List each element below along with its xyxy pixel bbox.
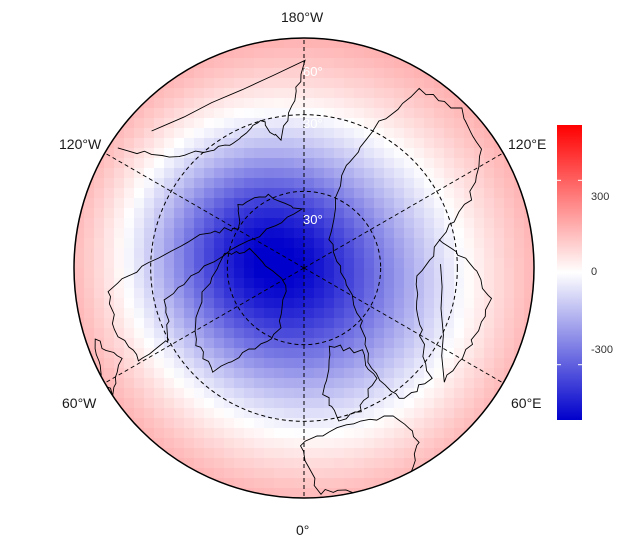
- lat-label-outer: 60°: [303, 64, 323, 79]
- lon-label-120e: 120°E: [508, 136, 547, 152]
- lon-label-180w: 180°W: [281, 9, 324, 25]
- lon-label-60w: 60°W: [62, 395, 97, 411]
- lon-label-120w: 120°W: [59, 136, 102, 152]
- coastlines: [94, 59, 493, 496]
- colorbar-label-neg300: -300: [591, 344, 614, 356]
- graticule: [74, 38, 534, 498]
- map-border: [73, 37, 535, 499]
- lon-label-60e: 60°E: [511, 395, 542, 411]
- lat-label-middle: 30°: [303, 116, 323, 131]
- lat-label-inner: 30°: [303, 212, 323, 227]
- colorbar-label-0: 0: [591, 266, 598, 278]
- colorbar: [557, 125, 582, 420]
- colorbar-label-300: 300: [591, 191, 610, 203]
- lon-label-0: 0°: [296, 522, 310, 538]
- colorbar-ticks: [557, 179, 582, 366]
